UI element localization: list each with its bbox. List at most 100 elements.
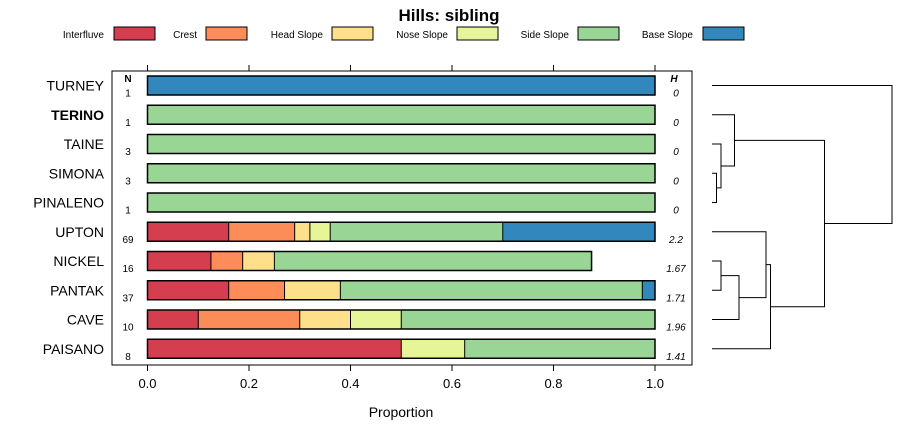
- row-n-value: 8: [125, 352, 131, 363]
- bar-segment-base-slope: [147, 76, 655, 95]
- bar-segment-interfluve: [147, 310, 199, 329]
- bar-segment-side-slope: [147, 105, 655, 125]
- legend: Interfluve Crest Head Slope Nose Slope Side …: [63, 26, 745, 41]
- x-axis-label: Proportion: [369, 404, 434, 420]
- legend-swatch-nose-slope: [456, 26, 499, 41]
- bar-segment-interfluve: [147, 251, 211, 271]
- row-cave: CAVE 10 1.96: [67, 309, 686, 334]
- row-pantak: PANTAK 37 1.71: [50, 280, 686, 304]
- bar-segment-head-slope: [284, 280, 341, 300]
- legend-label-side-slope: Side Slope: [521, 30, 570, 41]
- row-label: PAISANO: [43, 341, 104, 357]
- row-n-value: 1: [125, 89, 131, 100]
- row-nickel: NICKEL 16 1.67: [53, 250, 686, 275]
- bar-segment-side-slope: [401, 310, 655, 329]
- legend-label-crest: Crest: [173, 30, 197, 41]
- dendrogram: [712, 85, 893, 350]
- row-label: TURNEY: [46, 78, 104, 94]
- row-n-value: 37: [122, 293, 134, 304]
- bar-segment-interfluve: [147, 222, 229, 242]
- bar-segment-interfluve: [147, 280, 229, 300]
- bar-segment-side-slope: [147, 193, 655, 212]
- bar-segment-base-slope: [642, 280, 655, 300]
- row-terino: TERINO 1 0: [51, 104, 679, 129]
- dendrogram-link: [734, 139, 825, 308]
- row-label: CAVE: [67, 312, 104, 328]
- bar-segment-nose-slope: [401, 339, 465, 359]
- row-label: PANTAK: [50, 282, 105, 298]
- row-upton: UPTON 69 2.2: [55, 221, 683, 246]
- dendrogram-link: [712, 85, 893, 225]
- legend-label-interfluve: Interfluve: [63, 30, 105, 41]
- x-tick-label: 0.8: [544, 376, 562, 391]
- legend-swatch-interfluve: [113, 26, 156, 41]
- bar-segment-base-slope: [502, 222, 655, 242]
- row-label: SIMONA: [49, 165, 105, 181]
- plot-frame: [111, 70, 693, 366]
- row-label: UPTON: [55, 224, 104, 240]
- row-h-value: 1.41: [666, 352, 685, 363]
- bar-segment-side-slope: [330, 222, 503, 242]
- row-h-value: 2.2: [668, 235, 683, 246]
- row-taine: TAINE 3 0: [64, 133, 679, 158]
- row-n-value: 3: [125, 176, 131, 187]
- row-h-value: 0: [673, 118, 679, 129]
- legend-swatch-crest: [205, 26, 248, 41]
- bar-segment-side-slope: [340, 280, 643, 300]
- bar-segment-crest: [228, 280, 285, 300]
- row-n-value: 16: [122, 264, 134, 275]
- row-paisano: PAISANO 8 1.41: [43, 338, 686, 363]
- bar-segment-head-slope: [299, 310, 351, 329]
- dendrogram-link: [712, 275, 740, 320]
- row-h-value: 0: [673, 89, 679, 100]
- row-n-value: 69: [122, 235, 134, 246]
- n-column-header: N: [124, 74, 131, 85]
- bar-outline: [146, 163, 656, 184]
- bar-outline: [146, 250, 593, 272]
- row-h-value: 0: [673, 206, 679, 217]
- bar-segment-side-slope: [147, 134, 655, 154]
- bar-outline: [146, 133, 656, 155]
- row-simona: SIMONA 3 0: [49, 163, 679, 187]
- x-tick-label: 0.0: [138, 376, 156, 391]
- x-axis: 0.0 0.2 0.4 0.6 0.8 1.0: [138, 65, 664, 391]
- bar-outline: [146, 75, 656, 96]
- legend-label-nose-slope: Nose Slope: [396, 30, 448, 41]
- row-h-value: 0: [673, 176, 679, 187]
- x-tick-label: 0.2: [240, 376, 258, 391]
- row-n-value: 1: [125, 206, 131, 217]
- dendrogram-link: [712, 114, 735, 167]
- h-column-header: H: [670, 74, 678, 85]
- legend-label-base-slope: Base Slope: [642, 30, 694, 41]
- bar-segment-interfluve: [147, 339, 402, 359]
- bar-outline: [146, 280, 656, 301]
- chart-title: Hills: sibling: [398, 6, 499, 25]
- dendrogram-link: [712, 172, 717, 203]
- x-tick-label: 0.6: [443, 376, 461, 391]
- bar-segment-side-slope: [274, 251, 592, 271]
- bar-segment-crest: [210, 251, 243, 271]
- dendrogram-link: [712, 260, 722, 291]
- row-h-value: 0: [673, 147, 679, 158]
- row-turney: TURNEY 1 0: [46, 75, 679, 100]
- legend-swatch-side-slope: [577, 26, 620, 41]
- row-label: PINALENO: [33, 195, 104, 211]
- bar-segment-nose-slope: [309, 222, 331, 242]
- row-n-value: 3: [125, 147, 131, 158]
- row-label: NICKEL: [53, 253, 104, 269]
- row-h-value: 1.71: [666, 293, 685, 304]
- bar-segment-head-slope: [294, 222, 310, 242]
- bar-outline: [146, 309, 656, 330]
- row-label: TAINE: [64, 136, 104, 152]
- row-h-value: 1.67: [666, 264, 686, 275]
- bar-segment-side-slope: [464, 339, 655, 359]
- row-n-value: 10: [122, 323, 134, 334]
- bar-segment-crest: [198, 310, 300, 329]
- legend-swatch-base-slope: [702, 26, 745, 41]
- bar-outline: [146, 104, 656, 125]
- bar-outline: [146, 221, 656, 242]
- x-tick-label: 0.4: [341, 376, 359, 391]
- legend-swatch-head-slope: [331, 26, 374, 41]
- row-h-value: 1.96: [666, 323, 686, 334]
